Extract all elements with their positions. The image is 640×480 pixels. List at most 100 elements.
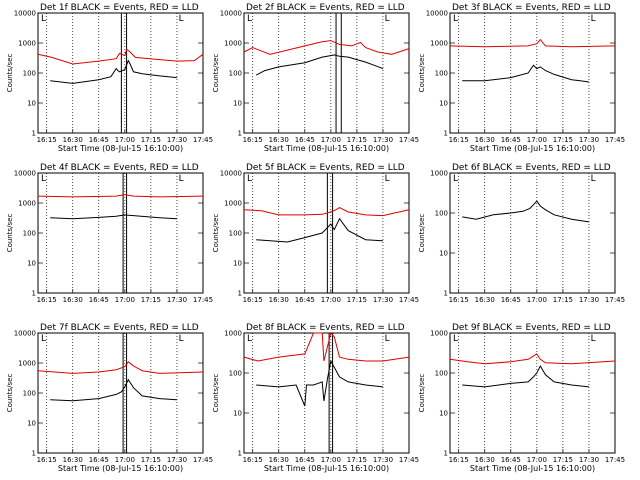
y-tick-label: 1 xyxy=(32,450,36,458)
panel-title: Det 6f BLACK = Events, RED = LLD xyxy=(452,163,611,173)
x-tick-label: 17:00 xyxy=(115,296,135,304)
y-axis-title: Counts/sec xyxy=(418,374,426,413)
x-tick-label: 17:30 xyxy=(167,296,187,304)
marker-right: L xyxy=(591,14,596,24)
plot-frame xyxy=(449,332,616,454)
series-line-lld xyxy=(449,353,616,365)
marker-left: L xyxy=(41,174,46,184)
x-tick-label: 16:15 xyxy=(37,296,57,304)
y-tick-label: 1 xyxy=(238,130,242,138)
marker-right: L xyxy=(179,14,184,24)
x-tick-label: 17:15 xyxy=(347,296,367,304)
series-line-events xyxy=(255,54,384,76)
y-tick-label: 100 xyxy=(23,390,36,398)
x-tick-label: 16:15 xyxy=(37,136,57,144)
y-tick-label: 10 xyxy=(233,260,242,268)
series-line-lld xyxy=(37,194,204,198)
x-tick-label: 17:45 xyxy=(605,136,625,144)
marker-left: L xyxy=(41,334,46,344)
marker-left: L xyxy=(247,14,252,24)
y-tick-label: 1000 xyxy=(430,170,448,178)
y-tick-label: 1000 xyxy=(224,200,242,208)
marker-right: L xyxy=(179,174,184,184)
x-tick-label: 16:45 xyxy=(295,456,315,464)
x-tick-label: 16:30 xyxy=(269,136,289,144)
y-tick-label: 1 xyxy=(444,450,448,458)
y-tick-label: 1000 xyxy=(430,40,448,48)
y-tick-label: 1000 xyxy=(224,40,242,48)
x-tick-label: 17:30 xyxy=(167,456,187,464)
x-tick-label: 16:30 xyxy=(269,456,289,464)
x-tick-label: 16:15 xyxy=(449,296,469,304)
x-tick-label: 16:30 xyxy=(269,296,289,304)
x-tick-label: 17:00 xyxy=(321,456,341,464)
x-axis-title: Start Time (08-Jul-15 16:10:00) xyxy=(264,144,389,153)
y-tick-label: 10 xyxy=(233,410,242,418)
x-tick-label: 16:45 xyxy=(295,136,315,144)
marker-left: L xyxy=(453,14,458,24)
y-tick-label: 1000 xyxy=(18,40,36,48)
x-tick-label: 17:15 xyxy=(553,456,573,464)
x-tick-label: 17:45 xyxy=(193,296,213,304)
y-axis-title: Counts/sec xyxy=(6,374,14,413)
x-axis-title: Start Time (08-Jul-15 16:10:00) xyxy=(470,144,595,153)
marker-left: L xyxy=(453,174,458,184)
plot-frame xyxy=(37,172,204,294)
x-tick-label: 16:15 xyxy=(243,136,263,144)
x-tick-label: 17:15 xyxy=(141,296,161,304)
x-tick-label: 17:30 xyxy=(373,136,393,144)
x-tick-label: 17:45 xyxy=(399,296,419,304)
x-tick-label: 17:00 xyxy=(527,456,547,464)
x-tick-label: 17:45 xyxy=(605,456,625,464)
y-tick-label: 10 xyxy=(27,100,36,108)
series-line-lld xyxy=(37,361,204,374)
marker-left: L xyxy=(41,14,46,24)
x-tick-label: 17:30 xyxy=(579,456,599,464)
series-line-events xyxy=(462,200,589,223)
y-tick-label: 10 xyxy=(27,420,36,428)
plot-frame xyxy=(37,12,204,134)
y-tick-label: 1 xyxy=(32,130,36,138)
marker-right: L xyxy=(179,334,184,344)
panel-title: Det 2f BLACK = Events, RED = LLD xyxy=(246,3,405,13)
y-tick-label: 10 xyxy=(439,410,448,418)
panel-6: Det 6f BLACK = Events, RED = LLD 16:15 16:… xyxy=(418,163,625,304)
y-axis-title: Counts/sec xyxy=(212,374,220,413)
series-line-lld xyxy=(37,48,204,65)
x-tick-label: 16:45 xyxy=(89,136,109,144)
x-tick-label: 17:15 xyxy=(347,456,367,464)
marker-left: L xyxy=(247,334,252,344)
x-axis-title: Start Time (08-Jul-15 16:10:00) xyxy=(264,464,389,473)
plot-frame xyxy=(449,172,616,294)
panel-title: Det 1f BLACK = Events, RED = LLD xyxy=(40,3,199,13)
x-tick-label: 17:45 xyxy=(399,136,419,144)
x-axis-title: Start Time (08-Jul-15 16:10:00) xyxy=(470,464,595,473)
marker-right: L xyxy=(591,334,596,344)
series-line-events xyxy=(256,359,383,407)
plot-frame xyxy=(243,12,410,134)
y-tick-label: 100 xyxy=(435,70,448,78)
series-line-events xyxy=(50,378,177,402)
x-tick-label: 16:15 xyxy=(449,456,469,464)
x-tick-label: 17:00 xyxy=(527,136,547,144)
y-tick-label: 10 xyxy=(27,260,36,268)
y-tick-label: 1 xyxy=(32,290,36,298)
x-tick-label: 16:45 xyxy=(89,456,109,464)
marker-right: L xyxy=(385,334,390,344)
panel-title: Det 7f BLACK = Events, RED = LLD xyxy=(40,323,199,333)
panel-title: Det 4f BLACK = Events, RED = LLD xyxy=(40,163,199,173)
marker-right: L xyxy=(385,174,390,184)
y-tick-label: 100 xyxy=(435,370,448,378)
marker-right: L xyxy=(591,174,596,184)
y-axis-title: Counts/sec xyxy=(418,214,426,253)
y-axis-title: Counts/sec xyxy=(6,54,14,93)
x-tick-label: 17:30 xyxy=(579,136,599,144)
y-tick-label: 100 xyxy=(229,70,242,78)
y-tick-label: 10 xyxy=(439,100,448,108)
y-tick-label: 1 xyxy=(444,290,448,298)
y-tick-label: 100 xyxy=(435,210,448,218)
y-tick-label: 100 xyxy=(229,370,242,378)
x-tick-label: 16:45 xyxy=(501,456,521,464)
x-tick-label: 16:30 xyxy=(475,456,495,464)
